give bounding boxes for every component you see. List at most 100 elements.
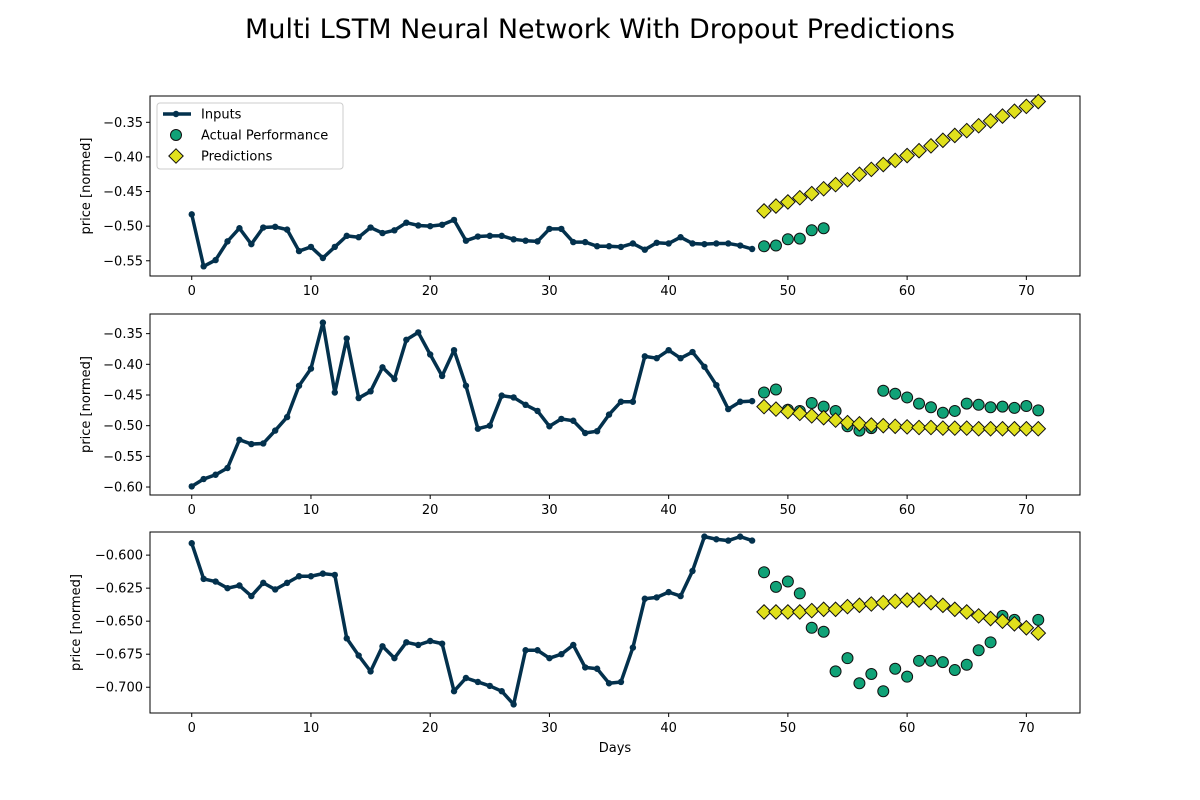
prediction-point (1018, 98, 1035, 115)
inputs-point (748, 537, 756, 544)
actual-performance-point (984, 401, 997, 414)
inputs-point (283, 579, 291, 587)
prediction-point (863, 596, 880, 612)
inputs-point (593, 665, 601, 672)
legend-prediction-marker (168, 148, 184, 164)
prediction-point (1030, 625, 1047, 641)
inputs-point (701, 533, 708, 540)
inputs-point (438, 640, 446, 647)
actual-performance-point (817, 625, 830, 638)
inputs-point (343, 335, 350, 342)
actual-performance-point (829, 665, 842, 678)
inputs-point (403, 219, 410, 226)
x-tick-label: 0 (188, 284, 196, 299)
inputs-point (725, 240, 732, 247)
inputs-point (438, 221, 446, 228)
inputs-point (546, 225, 553, 233)
prediction-point (779, 403, 796, 420)
inputs-point (319, 319, 327, 326)
inputs-point (450, 688, 458, 695)
inputs-point (534, 407, 541, 415)
actual-performance-point (781, 233, 794, 246)
legend: Inputs Actual Performance Predictions (156, 102, 344, 170)
inputs-point (736, 398, 744, 405)
x-tick-label: 70 (1018, 284, 1035, 299)
prediction-point (863, 161, 880, 178)
inputs-point (415, 222, 422, 229)
subplot-1: 0 10 20 30 40 50 60 70 −0.55 −0.50 −0.45 −0.40 −0.35… (79, 93, 1081, 299)
inputs-point (307, 243, 315, 251)
actual-performance-point (853, 677, 866, 690)
prediction-point (827, 412, 844, 429)
y-tick-label: −0.675 (95, 648, 143, 663)
prediction-point (982, 610, 999, 627)
prediction-point (756, 203, 772, 219)
prediction-point (994, 108, 1011, 124)
inputs-point (593, 427, 601, 435)
inputs-point (248, 592, 255, 600)
actual-performance-point (1020, 400, 1033, 413)
inputs-point (307, 573, 315, 580)
y-axis-label: price [normed] (79, 356, 94, 453)
inputs-point (486, 682, 494, 690)
inputs-point (319, 570, 327, 577)
inputs-point (474, 233, 482, 240)
actual-performance-point (960, 397, 973, 410)
x-tick-label: 20 (422, 503, 439, 518)
inputs-point (641, 246, 649, 253)
inputs-point (271, 427, 279, 434)
actual-performance-point (769, 239, 782, 252)
prediction-point (958, 420, 975, 437)
actual-performance-point (793, 232, 806, 245)
prediction-point (803, 602, 820, 619)
prediction-point (803, 185, 820, 202)
actual-performance-point (960, 658, 973, 671)
inputs-point (689, 348, 696, 356)
prediction-point (839, 171, 856, 188)
inputs-point (391, 375, 398, 383)
actual-performance-point (769, 383, 782, 396)
inputs-point (367, 668, 374, 675)
prediction-point (1006, 420, 1023, 437)
inputs-point (319, 254, 327, 262)
inputs-point (188, 483, 195, 490)
prediction-point (791, 604, 808, 620)
legend-box (156, 102, 344, 170)
inputs-point (677, 234, 684, 241)
legend-label: Inputs (201, 108, 242, 123)
actual-performance-point (758, 566, 771, 579)
inputs-point (426, 351, 434, 358)
x-tick-label: 70 (1018, 721, 1035, 736)
prediction-point (934, 132, 951, 149)
x-tick-label: 40 (660, 721, 677, 736)
inputs-point (558, 225, 565, 233)
prediction-point (899, 147, 916, 164)
inputs-point (212, 256, 219, 264)
x-tick-label: 60 (899, 503, 916, 518)
prediction-point (768, 401, 784, 418)
prediction-point (1030, 93, 1047, 110)
inputs-point (415, 329, 422, 336)
inputs-point (689, 240, 696, 247)
x-tick-label: 10 (303, 721, 320, 736)
inputs-point (665, 347, 672, 354)
x-tick-label: 20 (422, 284, 439, 299)
actual-performance-point (913, 397, 926, 410)
y-tick-label: −0.35 (103, 327, 143, 342)
inputs-point (295, 247, 303, 255)
actual-performance-point (758, 240, 771, 253)
inputs-point (510, 394, 517, 401)
prediction-point (934, 597, 951, 614)
inputs-point (570, 238, 577, 246)
actual-performance-point (841, 652, 854, 665)
x-tick-label: 10 (303, 503, 320, 518)
inputs-point (677, 592, 684, 600)
inputs-point (200, 263, 207, 270)
prediction-point (875, 156, 892, 173)
prediction-point (911, 142, 927, 159)
inputs-point (689, 567, 696, 575)
y-tick-label: −0.50 (103, 419, 143, 434)
prediction-point (768, 198, 784, 214)
x-tick-label: 40 (660, 503, 677, 518)
inputs-point (343, 635, 350, 642)
